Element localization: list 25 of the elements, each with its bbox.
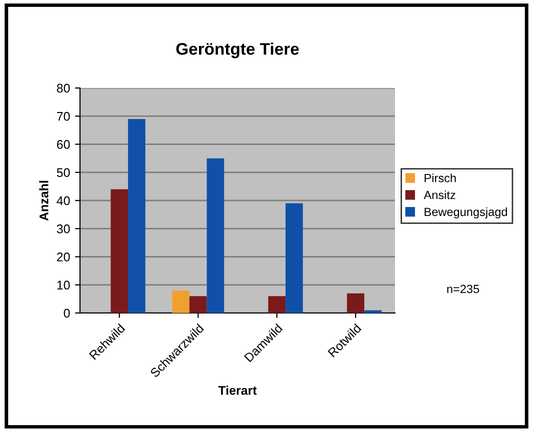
legend-label: Bewegungsjagd xyxy=(424,207,507,218)
y-tick-label: 20 xyxy=(57,252,70,262)
y-tick-label: 70 xyxy=(57,112,70,121)
y-tick-label: 60 xyxy=(57,140,70,149)
bar xyxy=(286,203,303,313)
y-tick-label: 80 xyxy=(56,84,70,93)
text: n=235 xyxy=(447,284,480,294)
x-axis-title: Tierart xyxy=(218,386,257,395)
legend-label: Pirsch xyxy=(424,174,456,182)
bar xyxy=(346,293,364,313)
y-tick-label: 50 xyxy=(56,168,70,178)
y-axis-title: Anzahl xyxy=(39,180,48,221)
bar xyxy=(364,310,382,313)
bar xyxy=(172,290,190,313)
legend-label: Ansitz xyxy=(424,190,456,200)
bar xyxy=(206,158,224,313)
bar xyxy=(189,296,207,313)
y-tick-label: 30 xyxy=(56,224,70,234)
y-tick-label: 0 xyxy=(64,308,70,318)
bar xyxy=(268,296,286,313)
chart-title: Geröntgte Tiere xyxy=(176,42,299,58)
y-tick-label: 10 xyxy=(57,280,70,290)
bar xyxy=(110,189,128,313)
y-tick-label: 40 xyxy=(56,196,70,206)
bar xyxy=(128,118,146,313)
